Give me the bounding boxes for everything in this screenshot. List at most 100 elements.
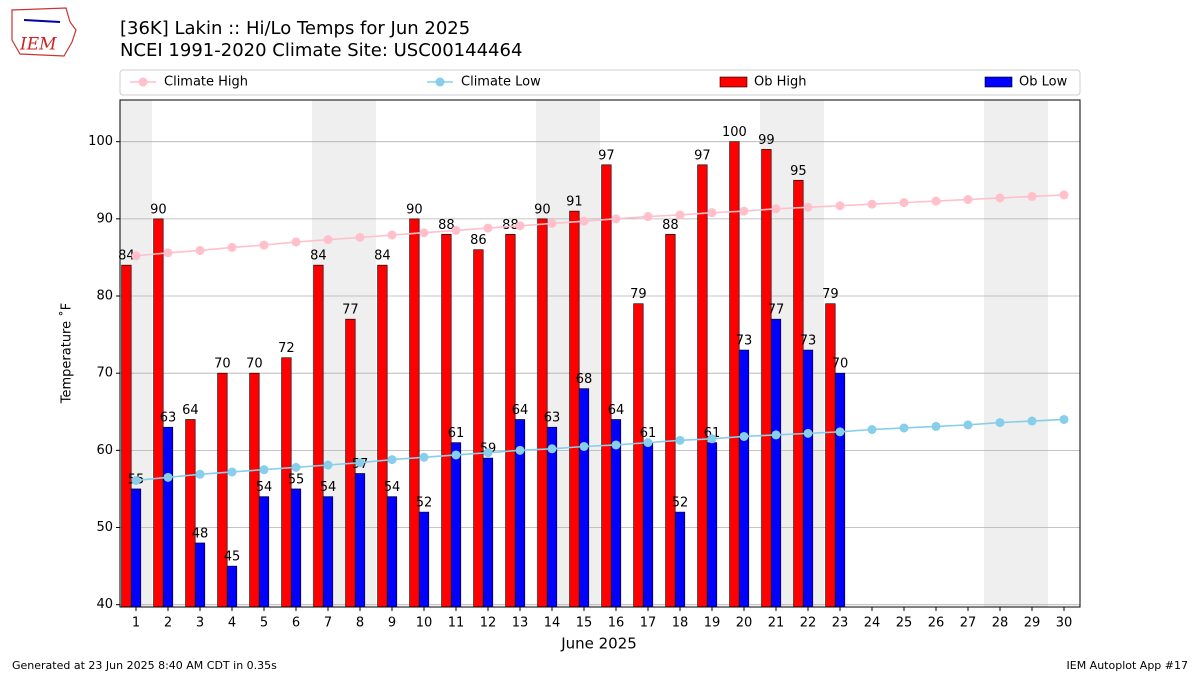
line-marker: [771, 430, 781, 440]
bar: [473, 249, 484, 608]
y-tick-label: 90: [96, 211, 113, 226]
bar: [482, 457, 494, 608]
bar: [377, 264, 388, 608]
data-label: 88: [438, 218, 455, 233]
line-marker: [963, 195, 973, 205]
line-marker: [227, 467, 237, 477]
line-marker: [611, 440, 621, 450]
line-marker: [899, 423, 909, 433]
logo-text: IEM: [19, 35, 57, 55]
line-marker: [739, 206, 749, 216]
bar: [569, 210, 580, 608]
bar: [121, 264, 132, 608]
line-marker: [323, 460, 333, 470]
line-marker: [867, 199, 877, 209]
x-tick-label: 8: [356, 616, 364, 631]
line-marker: [419, 452, 429, 462]
x-tick-label: 3: [196, 616, 204, 631]
x-tick-label: 29: [1024, 616, 1041, 631]
footer-left: Generated at 23 Jun 2025 8:40 AM CDT in …: [12, 659, 277, 672]
x-tick-label: 4: [228, 616, 236, 631]
x-tick-label: 5: [260, 616, 268, 631]
bar: [409, 218, 420, 608]
x-tick-label: 28: [992, 616, 1009, 631]
bar: [642, 442, 654, 608]
data-label: 70: [246, 357, 263, 372]
bar: [217, 372, 228, 608]
weekend-shade: [984, 100, 1016, 607]
line-marker: [195, 245, 205, 255]
line-marker: [515, 221, 525, 231]
bar: [226, 565, 238, 608]
line-marker: [963, 420, 973, 430]
bar: [185, 419, 196, 608]
x-tick-label: 26: [928, 616, 945, 631]
bar: [802, 349, 814, 608]
line-marker: [643, 438, 653, 448]
bar: [697, 164, 708, 608]
line-marker: [643, 212, 653, 222]
data-label: 97: [694, 148, 711, 163]
data-label: 54: [384, 480, 401, 495]
line-marker: [259, 240, 269, 250]
legend-box: [119, 69, 1081, 96]
legend-marker: [138, 77, 148, 87]
x-tick-label: 10: [416, 616, 433, 631]
x-tick-label: 30: [1056, 616, 1073, 631]
line-marker: [803, 428, 813, 438]
y-tick-label: 80: [96, 289, 113, 304]
data-label: 70: [832, 357, 849, 372]
bar: [793, 179, 804, 608]
data-label: 79: [822, 287, 839, 302]
line-marker: [1027, 416, 1037, 426]
line-marker: [291, 237, 301, 247]
line-marker: [579, 441, 589, 451]
x-tick-label: 21: [768, 616, 785, 631]
data-label: 90: [150, 202, 167, 217]
y-tick-label: 50: [96, 520, 113, 535]
legend-marker: [435, 77, 445, 87]
data-label: 84: [118, 249, 135, 264]
legend-swatch: [984, 76, 1013, 88]
x-tick-label: 1: [132, 616, 140, 631]
line-marker: [355, 458, 365, 468]
line-marker: [387, 455, 397, 465]
line-marker: [227, 242, 237, 252]
x-tick-label: 2: [164, 616, 172, 631]
x-tick-label: 23: [832, 616, 849, 631]
line-marker: [899, 198, 909, 208]
line-marker: [163, 472, 173, 482]
data-label: 72: [278, 341, 295, 356]
line-marker: [739, 431, 749, 441]
data-label: 64: [182, 403, 199, 418]
bar: [546, 426, 558, 608]
line-marker: [483, 223, 493, 233]
data-label: 84: [310, 249, 327, 264]
data-label: 70: [214, 357, 231, 372]
line-marker: [131, 251, 141, 261]
x-tick-label: 25: [896, 616, 913, 631]
line-marker: [291, 462, 301, 472]
line-marker: [771, 204, 781, 214]
bar: [290, 488, 302, 608]
bar: [354, 473, 366, 608]
line-marker: [835, 201, 845, 211]
line-marker: [451, 225, 461, 235]
bar: [665, 233, 676, 608]
data-label: 64: [608, 403, 625, 418]
footer-right: IEM Autoplot App #17: [1067, 659, 1189, 672]
line-marker: [163, 248, 173, 258]
data-label: 95: [790, 164, 807, 179]
bar: [258, 496, 270, 608]
data-label: 55: [288, 472, 305, 487]
x-tick-label: 27: [960, 616, 977, 631]
x-tick-label: 13: [512, 616, 529, 631]
x-tick-label: 12: [480, 616, 497, 631]
data-label: 99: [758, 133, 775, 148]
bar: [418, 511, 430, 608]
y-tick-label: 70: [96, 366, 113, 381]
line-marker: [259, 465, 269, 475]
data-label: 97: [598, 148, 615, 163]
x-tick-label: 16: [608, 616, 625, 631]
